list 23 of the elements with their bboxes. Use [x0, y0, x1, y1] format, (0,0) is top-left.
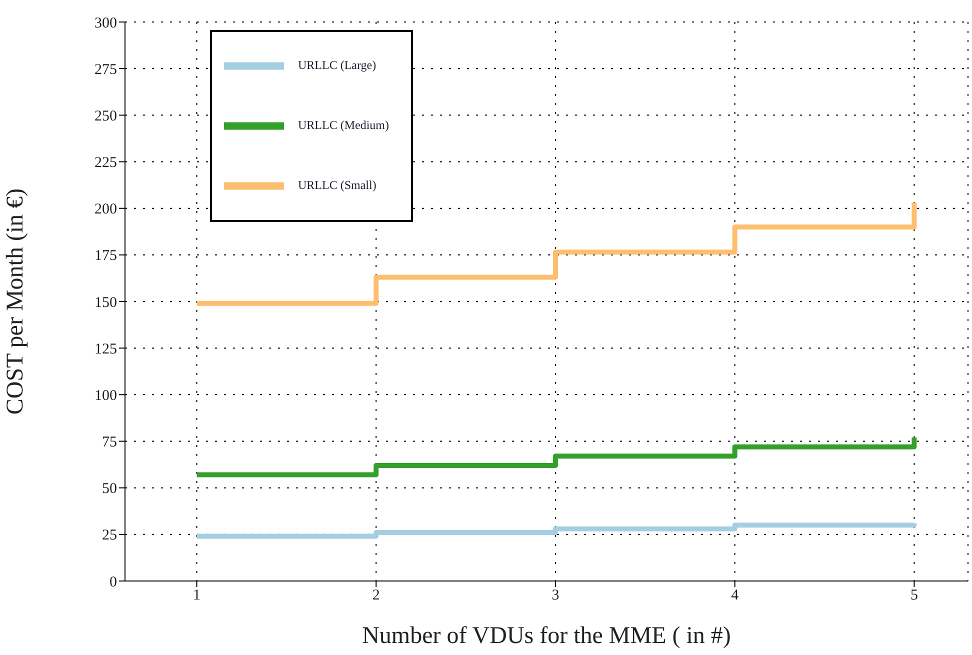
- y-axis-title: COST per Month (in €): [2, 188, 29, 415]
- x-tick-label: 4: [731, 588, 740, 604]
- x-tick-label: 5: [910, 588, 918, 604]
- y-tick-label: 50: [102, 481, 117, 498]
- y-tick-label: 225: [94, 155, 117, 172]
- y-tick-label: 175: [94, 248, 117, 264]
- y-tick-label: 150: [94, 294, 117, 311]
- y-tick-label: 75: [102, 434, 117, 451]
- legend-label: URLLC (Large): [298, 58, 376, 72]
- x-tick-label: 2: [372, 588, 380, 604]
- y-tick-label: 100: [94, 388, 117, 404]
- y-tick-label: 275: [94, 62, 117, 78]
- y-tick-label: 200: [94, 202, 117, 218]
- x-axis-title: Number of VDUs for the MME ( in #): [362, 623, 731, 649]
- legend-label: URLLC (Medium): [298, 118, 389, 132]
- y-tick-label: 0: [110, 574, 117, 590]
- legend-label: URLLC (Small): [298, 178, 376, 192]
- y-tick-label: 300: [94, 15, 117, 32]
- y-tick-label: 125: [94, 341, 117, 358]
- y-tick-label: 25: [102, 528, 117, 544]
- y-tick-label: 250: [94, 108, 117, 124]
- x-tick-label: 3: [552, 588, 560, 604]
- x-tick-label: 1: [192, 588, 200, 604]
